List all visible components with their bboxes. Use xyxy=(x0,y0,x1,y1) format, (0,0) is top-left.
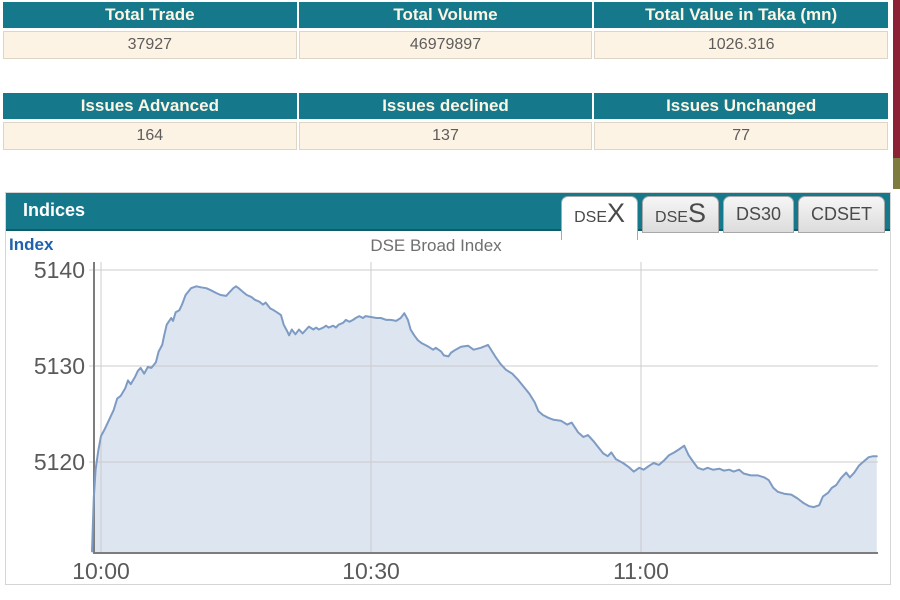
chart-gridlines xyxy=(89,262,878,553)
y-axis-tick-label: 5130 xyxy=(34,353,85,379)
tab-dses-label-small: DSE xyxy=(655,209,688,226)
x-axis-tick-label: 10:30 xyxy=(342,558,400,584)
total-volume-value: 46979897 xyxy=(298,31,593,59)
chart-area-fill xyxy=(92,286,877,553)
issues-declined-value: 137 xyxy=(298,122,593,150)
issues-declined-header: Issues declined xyxy=(298,93,593,119)
x-axis-tick-label: 10:00 xyxy=(72,558,130,584)
chart-tick-labels: 5140 5130 5120 10:00 10:30 11:00 xyxy=(34,257,669,584)
decorative-strip-maroon xyxy=(893,0,900,158)
issues-table: Issues Advanced Issues declined Issues U… xyxy=(3,93,889,150)
decorative-strip-olive xyxy=(893,158,900,189)
tab-dses-label-big: S xyxy=(687,198,706,228)
y-axis-tick-label: 5120 xyxy=(34,449,85,475)
issues-advanced-header: Issues Advanced xyxy=(3,93,297,119)
x-axis-tick-label: 11:00 xyxy=(613,558,669,584)
y-axis-tick-label: 5140 xyxy=(34,257,85,283)
tab-ds30[interactable]: DS30 xyxy=(722,196,794,233)
tab-cdset[interactable]: CDSET xyxy=(797,196,885,233)
index-area-chart: 5140 5130 5120 10:00 10:30 11:00 xyxy=(34,257,878,584)
tab-dsex-label-small: DSE xyxy=(574,209,608,226)
totals-header-row: Total Trade Total Volume Total Value in … xyxy=(3,2,889,28)
issues-unchanged-value: 77 xyxy=(594,122,889,150)
tab-dses[interactable]: DSES xyxy=(642,196,719,233)
total-value-taka-value: 1026.316 xyxy=(594,31,889,59)
totals-table: Total Trade Total Volume Total Value in … xyxy=(3,2,889,59)
totals-value-row: 37927 46979897 1026.316 xyxy=(3,31,889,59)
total-trade-header: Total Trade xyxy=(3,2,297,28)
tab-ds30-label: DS30 xyxy=(735,204,781,224)
total-trade-value: 37927 xyxy=(3,31,297,59)
tab-cdset-label: CDSET xyxy=(810,204,872,224)
issues-unchanged-header: Issues Unchanged xyxy=(594,93,889,119)
issues-advanced-value: 164 xyxy=(3,122,297,150)
tab-dsex-label-big: X xyxy=(607,198,626,228)
chart-title: DSE Broad Index xyxy=(370,236,502,255)
total-value-header: Total Value in Taka (mn) xyxy=(594,2,889,28)
index-tabs: DSEX DSES DS30 CDSET xyxy=(561,196,885,240)
index-axis-caption: Index xyxy=(9,235,54,254)
issues-header-row: Issues Advanced Issues declined Issues U… xyxy=(3,93,889,119)
chart-axes xyxy=(93,262,878,554)
tab-dsex[interactable]: DSEX xyxy=(561,196,639,240)
total-volume-header: Total Volume xyxy=(298,2,593,28)
indices-panel: Indices DSEX DSES DS30 CDSET Index DSE B… xyxy=(5,192,891,585)
chart-price-line xyxy=(91,285,878,553)
issues-value-row: 164 137 77 xyxy=(3,122,889,150)
